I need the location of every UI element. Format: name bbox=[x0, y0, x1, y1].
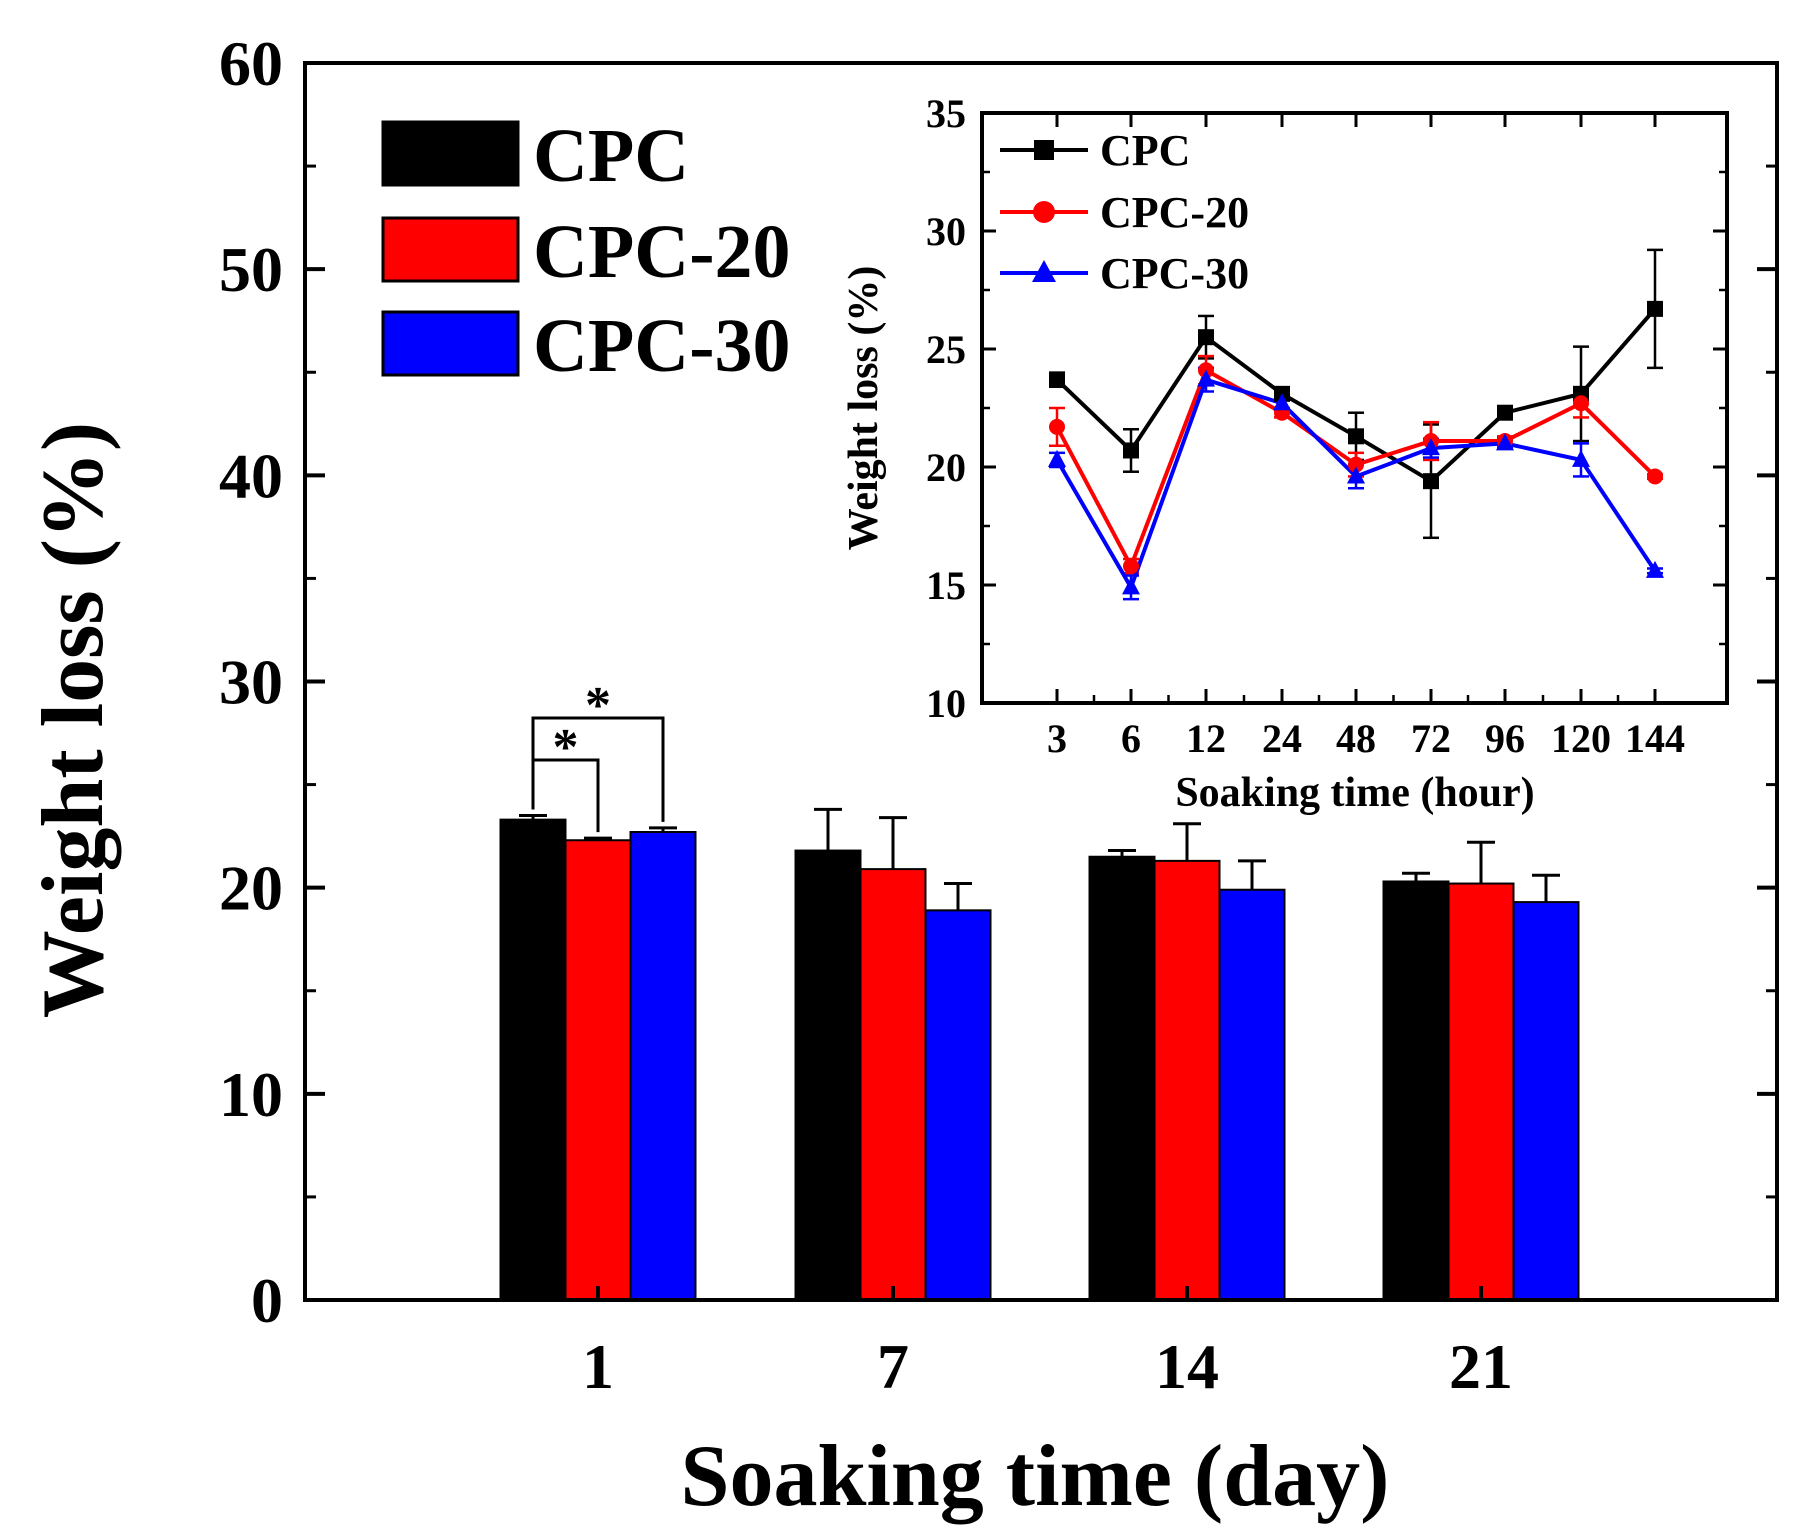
main-y-tick-label: 40 bbox=[219, 440, 283, 511]
inset-x-tick-label: 6 bbox=[1121, 716, 1141, 761]
bar-cpc-day-14 bbox=[1088, 855, 1156, 1301]
inset-background bbox=[982, 113, 1727, 703]
inset-point-cpc-30-72h bbox=[1422, 438, 1440, 456]
inset-legend-marker-cpc-30 bbox=[1032, 260, 1056, 282]
inset-point-cpc-144h bbox=[1647, 300, 1663, 317]
bar-cpc-20-day-14 bbox=[1153, 859, 1221, 1301]
inset-point-cpc-30-24h bbox=[1273, 393, 1291, 411]
inset-point-cpc-30-96h bbox=[1496, 433, 1514, 451]
main-x-axis-label: Soaking time (day) bbox=[681, 1428, 1390, 1525]
inset-y-tick-label: 15 bbox=[926, 563, 966, 608]
inset-point-cpc-20-120h bbox=[1573, 395, 1589, 412]
main-bar-chart: 0 10 20 30 40 50 60 1 7 14 21 ** Soaking time (da… bbox=[25, 28, 1779, 1525]
inset-y-tick-label: 35 bbox=[926, 91, 966, 136]
main-y-tick-label: 0 bbox=[251, 1265, 283, 1336]
significance-annotations: ** bbox=[531, 677, 665, 833]
significance-star: * bbox=[553, 719, 579, 776]
inset-x-tick-label: 96 bbox=[1485, 716, 1525, 761]
inset-point-cpc-72h bbox=[1423, 473, 1439, 490]
inset-point-cpc-30-3h bbox=[1048, 449, 1066, 467]
inset-x-tick-label: 72 bbox=[1411, 716, 1451, 761]
main-y-tick-label: 10 bbox=[219, 1059, 283, 1130]
legend-swatch-cpc-20 bbox=[381, 216, 520, 283]
bar-cpc-30-day-7 bbox=[924, 909, 992, 1301]
inset-point-cpc-30-12h bbox=[1197, 369, 1215, 387]
inset-line-chart: 10 15 20 25 30 35 3 6 12 24 48 72 96 120 144 Soaking … bbox=[841, 91, 1729, 816]
main-y-tick-label: 60 bbox=[219, 28, 283, 99]
bar-cpc-day-7 bbox=[794, 849, 862, 1301]
inset-point-cpc-20-144h bbox=[1647, 468, 1663, 485]
inset-point-cpc-96h bbox=[1497, 404, 1513, 421]
significance-star: * bbox=[585, 677, 611, 734]
bar-cpc-day-21 bbox=[1382, 880, 1450, 1302]
inset-point-cpc-30-6h bbox=[1122, 577, 1140, 595]
main-y-axis-label: Weight loss (%) bbox=[25, 422, 122, 1018]
inset-y-tick-label: 25 bbox=[926, 327, 966, 372]
inset-y-tick-label: 30 bbox=[926, 209, 966, 254]
main-error-bars bbox=[519, 807, 1560, 911]
inset-x-axis-label: Soaking time (hour) bbox=[1175, 770, 1534, 816]
bar-cpc-30-day-21 bbox=[1512, 901, 1580, 1301]
main-y-tick-label: 50 bbox=[219, 234, 283, 305]
main-y-axis: 0 10 20 30 40 50 60 bbox=[219, 28, 1777, 1336]
legend-swatch-cpc bbox=[381, 120, 520, 187]
inset-y-tick-label: 10 bbox=[926, 681, 966, 726]
main-x-tick-label: 21 bbox=[1449, 1331, 1513, 1402]
inset-legend-marker-cpc-20 bbox=[1033, 201, 1055, 223]
main-x-axis: 1 7 14 21 bbox=[582, 1286, 1513, 1402]
inset-markers bbox=[1048, 300, 1664, 595]
bar-cpc-day-1 bbox=[499, 818, 567, 1301]
inset-x-tick-label: 48 bbox=[1336, 716, 1376, 761]
inset-x-tick-label: 3 bbox=[1047, 716, 1067, 761]
main-x-tick-label: 7 bbox=[877, 1331, 909, 1402]
bar-cpc-20-day-21 bbox=[1447, 882, 1515, 1301]
legend-label-cpc: CPC bbox=[533, 114, 689, 198]
inset-legend-label-cpc: CPC bbox=[1100, 126, 1190, 175]
inset-legend-label-cpc-20: CPC-20 bbox=[1100, 188, 1249, 237]
inset-point-cpc-20-3h bbox=[1049, 418, 1065, 435]
inset-point-cpc-48h bbox=[1348, 428, 1364, 445]
bar-cpc-30-day-14 bbox=[1218, 888, 1286, 1301]
inset-point-cpc-12h bbox=[1198, 329, 1214, 346]
inset-x-tick-label: 24 bbox=[1262, 716, 1302, 761]
inset-legend-marker-cpc bbox=[1034, 140, 1054, 160]
inset-x-tick-label: 120 bbox=[1551, 716, 1611, 761]
inset-x-axis: 3 6 12 24 48 72 96 120 144 bbox=[1047, 113, 1685, 761]
legend-swatch-cpc-30 bbox=[381, 310, 520, 377]
inset-point-cpc-30-144h bbox=[1646, 560, 1664, 578]
bar-cpc-30-day-1 bbox=[629, 831, 697, 1301]
inset-point-cpc-30-48h bbox=[1347, 466, 1365, 484]
legend-label-cpc-30: CPC-30 bbox=[533, 304, 791, 388]
bar-cpc-20-day-1 bbox=[564, 839, 632, 1302]
main-x-tick-label: 14 bbox=[1155, 1331, 1219, 1402]
main-x-tick-label: 1 bbox=[582, 1331, 614, 1402]
main-y-tick-label: 30 bbox=[219, 647, 283, 718]
inset-legend: CPC CPC-20 CPC-30 bbox=[1000, 126, 1249, 298]
significance-bracket-cpc-20 bbox=[531, 758, 600, 833]
inset-point-cpc-3h bbox=[1049, 371, 1065, 388]
bar-cpc-20-day-7 bbox=[859, 868, 927, 1302]
significance-bracket-cpc-30 bbox=[531, 716, 665, 822]
inset-y-axis-label: Weight loss (%) bbox=[841, 266, 887, 551]
inset-y-tick-label: 20 bbox=[926, 445, 966, 490]
inset-point-cpc-30-120h bbox=[1572, 449, 1590, 467]
main-bars bbox=[499, 818, 1580, 1302]
main-legend: CPC CPC-20 CPC-30 bbox=[381, 114, 791, 388]
inset-point-cpc-20-6h bbox=[1123, 558, 1139, 575]
inset-x-tick-label: 12 bbox=[1186, 716, 1226, 761]
inset-y-axis: 10 15 20 25 30 35 bbox=[926, 91, 1727, 726]
inset-x-tick-label: 144 bbox=[1625, 716, 1685, 761]
legend-label-cpc-20: CPC-20 bbox=[533, 210, 791, 294]
inset-legend-label-cpc-30: CPC-30 bbox=[1100, 249, 1249, 298]
inset-point-cpc-20-48h bbox=[1348, 456, 1364, 473]
main-y-tick-label: 20 bbox=[219, 853, 283, 924]
inset-point-cpc-6h bbox=[1123, 442, 1139, 459]
